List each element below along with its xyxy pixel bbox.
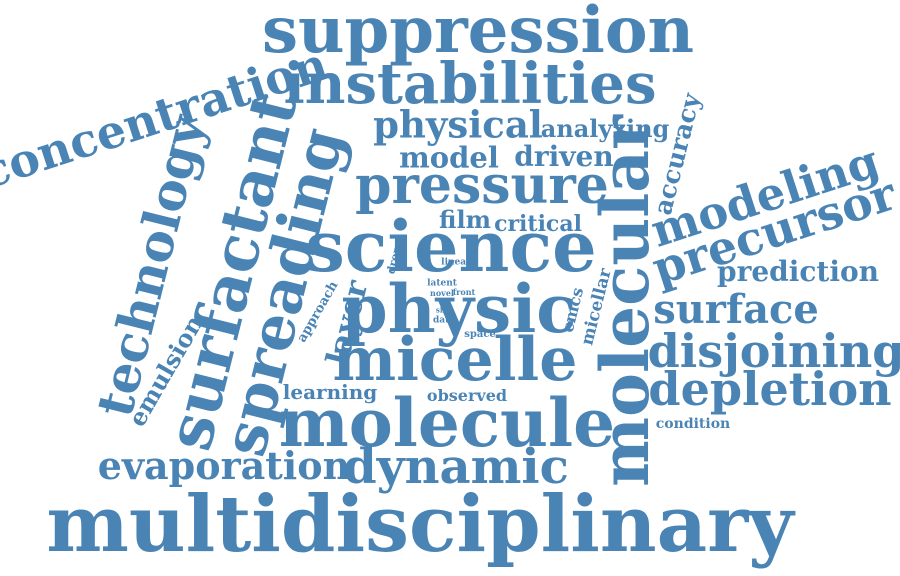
word-learning: learning <box>282 380 378 404</box>
word-science: science <box>305 205 597 288</box>
word-front: front <box>452 287 476 297</box>
word-disjoining: disjoining <box>647 324 900 378</box>
word-data: data <box>432 315 456 326</box>
word-film: film <box>439 205 491 234</box>
word-space: space <box>464 329 496 340</box>
word-model: model <box>399 140 499 175</box>
word-surface: surface <box>653 286 819 333</box>
word-critical: critical <box>494 211 582 237</box>
word-depletion: depletion <box>648 362 892 416</box>
word-suppression: suppression <box>261 0 695 68</box>
word-analyzing: analyzing <box>540 114 670 143</box>
word-observed: observed <box>426 386 508 405</box>
word-novel: novel <box>430 288 454 298</box>
word-pressure: pressure <box>355 155 609 216</box>
word-prediction: prediction <box>716 255 880 288</box>
word-linear: linear <box>441 257 471 268</box>
word-instabilities: instabilities <box>283 51 657 117</box>
word-physic: physic <box>341 270 577 348</box>
word-slip: slip <box>435 305 451 315</box>
word-latent: latent <box>427 278 457 289</box>
word-physical: physical <box>373 102 543 147</box>
word-molecule: molecule <box>278 384 616 462</box>
word-driven: driven <box>514 140 614 173</box>
word-multidisciplinary: multidisciplinary <box>46 479 794 570</box>
word-micelle: micelle <box>332 325 578 395</box>
word-dynamic: dynamic <box>343 439 569 495</box>
word-condition: condition <box>655 416 731 432</box>
word-evaporation: evaporation <box>97 443 351 488</box>
